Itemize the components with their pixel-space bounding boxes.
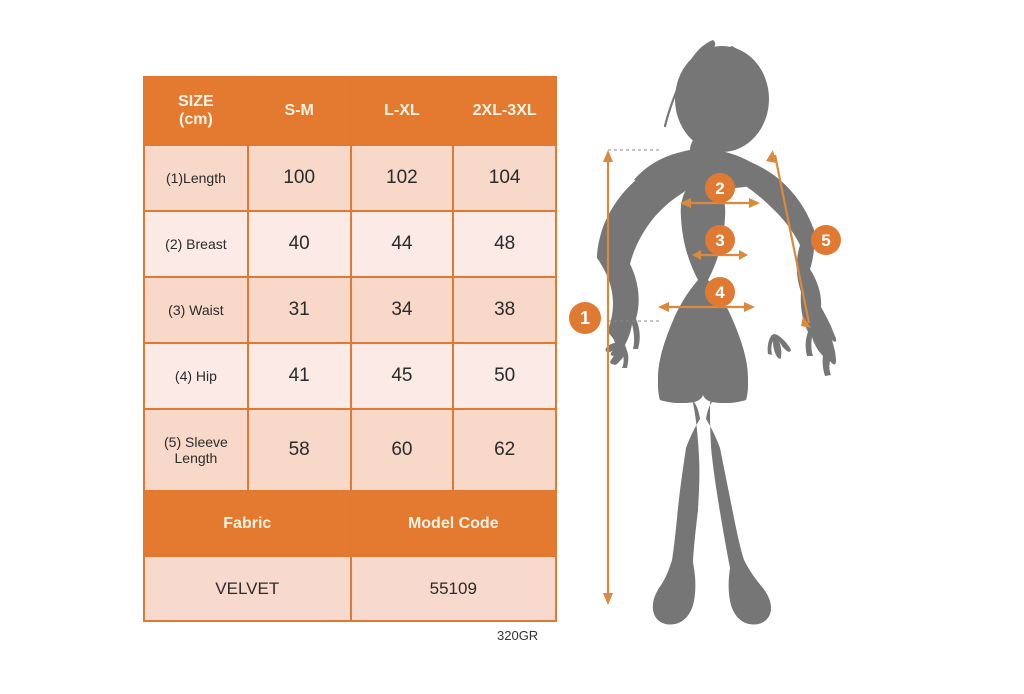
svg-text:2: 2 [715,179,724,198]
svg-text:3: 3 [715,231,724,250]
svg-text:4: 4 [715,283,725,302]
svg-text:1: 1 [580,308,590,328]
svg-text:5: 5 [821,231,830,250]
